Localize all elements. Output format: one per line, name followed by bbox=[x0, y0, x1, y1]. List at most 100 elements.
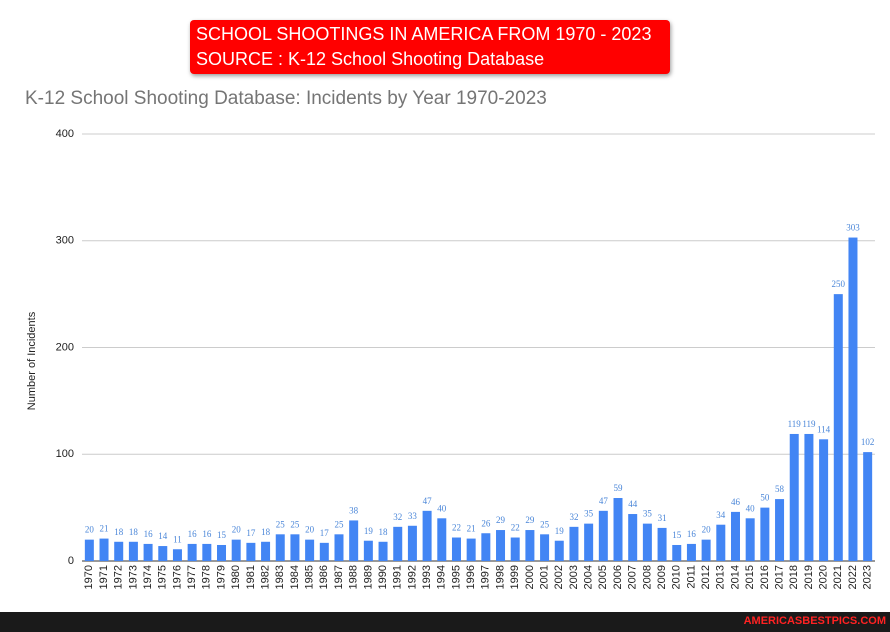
x-tick-label: 1975 bbox=[157, 565, 169, 589]
value-label: 21 bbox=[100, 524, 109, 534]
y-axis-label: Number of Incidents bbox=[26, 311, 38, 410]
bar bbox=[378, 541, 388, 561]
value-label: 14 bbox=[158, 531, 168, 541]
value-label: 15 bbox=[217, 530, 227, 540]
value-label: 50 bbox=[760, 493, 770, 503]
x-tick-label: 1976 bbox=[171, 565, 183, 589]
x-tick-label: 1997 bbox=[480, 565, 492, 589]
x-tick-label: 1984 bbox=[289, 565, 301, 589]
bar bbox=[261, 541, 271, 561]
bar bbox=[305, 539, 315, 561]
x-tick-label: 2008 bbox=[641, 565, 653, 589]
x-tick-label: 1998 bbox=[494, 565, 506, 589]
bar bbox=[701, 539, 711, 561]
bar bbox=[437, 518, 447, 561]
bar bbox=[584, 523, 594, 561]
value-label: 25 bbox=[540, 519, 550, 529]
value-label: 33 bbox=[408, 511, 418, 521]
bar bbox=[172, 549, 182, 561]
footer: AMERICASBESTPICS.COM bbox=[0, 612, 890, 632]
value-label: 16 bbox=[144, 529, 154, 539]
value-label: 16 bbox=[687, 529, 697, 539]
y-tick-label: 400 bbox=[56, 128, 74, 140]
x-tick-label: 2002 bbox=[553, 565, 565, 589]
x-tick-label: 2013 bbox=[715, 565, 727, 589]
value-label: 18 bbox=[261, 527, 271, 537]
x-tick-label: 2015 bbox=[744, 565, 756, 589]
value-label: 25 bbox=[276, 519, 286, 529]
bar bbox=[393, 526, 403, 561]
value-label: 17 bbox=[246, 528, 256, 538]
bar bbox=[525, 530, 535, 561]
value-label: 16 bbox=[202, 529, 212, 539]
x-tick-label: 1982 bbox=[259, 565, 271, 589]
bar bbox=[363, 540, 373, 561]
x-tick-label: 1970 bbox=[83, 565, 95, 589]
x-tick-label: 2016 bbox=[759, 565, 771, 589]
value-label: 18 bbox=[114, 527, 124, 537]
x-tick-label: 1973 bbox=[127, 565, 139, 589]
x-tick-label: 1994 bbox=[436, 565, 448, 589]
value-label: 16 bbox=[188, 529, 198, 539]
x-tick-label: 1986 bbox=[318, 565, 330, 589]
bar bbox=[496, 530, 506, 561]
x-tick-label: 1985 bbox=[304, 565, 316, 589]
value-label: 18 bbox=[129, 527, 139, 537]
banner-line: SOURCE : K-12 School Shooting Database bbox=[196, 49, 545, 69]
x-tick-label: 2019 bbox=[803, 565, 815, 589]
bar bbox=[217, 544, 227, 561]
x-tick-label: 1979 bbox=[215, 565, 227, 589]
value-label: 35 bbox=[643, 509, 653, 519]
bar bbox=[481, 533, 491, 561]
bar bbox=[613, 498, 623, 561]
bar bbox=[334, 534, 344, 561]
x-tick-label: 2014 bbox=[729, 565, 741, 589]
bar bbox=[789, 433, 799, 561]
value-label: 47 bbox=[599, 496, 609, 506]
bar bbox=[114, 541, 124, 561]
value-label: 19 bbox=[364, 526, 374, 536]
value-label: 303 bbox=[846, 223, 860, 233]
bar bbox=[569, 526, 579, 561]
bar bbox=[686, 543, 696, 561]
x-tick-label: 2018 bbox=[788, 565, 800, 589]
value-label: 18 bbox=[379, 527, 389, 537]
value-label: 20 bbox=[305, 525, 315, 535]
bar bbox=[672, 544, 682, 561]
bar bbox=[642, 523, 652, 561]
x-tick-label: 1991 bbox=[392, 565, 404, 589]
bar bbox=[540, 534, 550, 561]
bar bbox=[451, 537, 461, 561]
y-tick-label: 0 bbox=[68, 555, 74, 567]
value-label: 11 bbox=[173, 534, 182, 544]
x-tick-label: 1980 bbox=[230, 565, 242, 589]
value-label: 59 bbox=[614, 483, 624, 493]
bar bbox=[422, 510, 432, 561]
bar bbox=[730, 511, 740, 561]
value-label: 20 bbox=[232, 525, 242, 535]
bar bbox=[202, 543, 212, 561]
x-tick-label: 2020 bbox=[818, 565, 830, 589]
bar bbox=[775, 499, 785, 561]
x-tick-label: 1981 bbox=[245, 565, 257, 589]
bar bbox=[407, 525, 417, 561]
bar bbox=[275, 534, 285, 561]
x-tick-label: 1974 bbox=[142, 565, 154, 589]
x-tick-label: 2023 bbox=[862, 565, 874, 589]
chart-title: K-12 School Shooting Database: Incidents… bbox=[25, 88, 547, 109]
x-tick-label: 2010 bbox=[671, 565, 683, 589]
x-tick-label: 2005 bbox=[597, 565, 609, 589]
x-tick-label: 2011 bbox=[685, 565, 697, 589]
chart: K-12 School Shooting Database: Incidents… bbox=[25, 88, 875, 589]
value-label: 58 bbox=[775, 484, 785, 494]
value-label: 46 bbox=[731, 497, 741, 507]
bar bbox=[863, 452, 873, 561]
bar bbox=[804, 433, 814, 561]
bar bbox=[833, 294, 843, 561]
x-tick-label: 2006 bbox=[612, 565, 624, 589]
value-label: 25 bbox=[290, 519, 300, 529]
value-label: 19 bbox=[555, 526, 565, 536]
bar bbox=[466, 538, 476, 561]
value-label: 47 bbox=[423, 496, 433, 506]
